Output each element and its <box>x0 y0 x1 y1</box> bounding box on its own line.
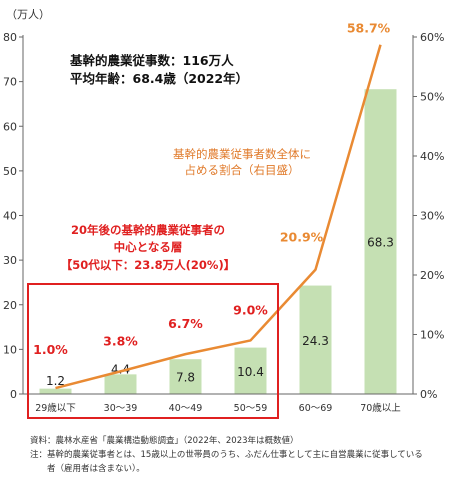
ratio-line <box>55 44 382 390</box>
ratio-value-label: 1.0% <box>33 342 68 357</box>
ratio-note-line2: 占める割合（右目盛） <box>184 163 300 177</box>
y-tick-label-left: 30 <box>3 254 17 267</box>
x-tick-label: 70歳以上 <box>360 402 401 414</box>
highlight-box <box>27 283 279 419</box>
x-tick-label: 40～49 <box>169 403 203 414</box>
y-axis-unit-label: （万人） <box>6 8 50 21</box>
y-tick-label-right: 10% <box>420 329 444 342</box>
info-total-workers: 基幹的農業従事数：116万人 <box>70 53 234 68</box>
y-tick-label-left: 20 <box>3 299 17 312</box>
chart: （万人） 0 10 20 30 40 50 60 70 80 0% 10% 20% 30% 40% 50% 60… <box>3 8 444 419</box>
core-layer-note-line2: 中心となる層 <box>113 240 183 254</box>
y-tick-label-right: 60% <box>420 31 444 44</box>
bar-value-label: 10.4 <box>237 365 264 379</box>
y-tick-label-right: 30% <box>420 210 444 223</box>
bar-value-label: 68.3 <box>367 236 394 250</box>
y-tick-label-right: 50% <box>420 91 444 104</box>
footnote-definition-cont: 者（雇用者は含まない）。 <box>30 464 145 474</box>
bar-value-label: 1.2 <box>46 374 65 388</box>
y-tick-label-left: 10 <box>3 343 17 356</box>
core-layer-note-line3: 【50代以下：23.8万人(20%)】 <box>60 258 236 272</box>
y-tick-label-left: 50 <box>3 165 17 178</box>
y-tick-label-right: 20% <box>420 269 444 282</box>
y-tick-label-right: 0% <box>420 388 437 401</box>
bar-value-label: 24.3 <box>302 334 329 348</box>
ratio-value-label: 20.9% <box>280 230 324 245</box>
bar <box>364 89 397 395</box>
ratio-value-label: 6.7% <box>168 316 203 331</box>
bar <box>169 359 202 394</box>
ratio-value-label: 9.0% <box>233 302 268 317</box>
y-tick-label-left: 40 <box>3 210 17 223</box>
x-tick-label: 30～39 <box>104 403 138 414</box>
footnote-source: 資料：農林水産省「農業構造動態調査」（2022年、2023年は概数値） <box>30 436 299 446</box>
ratio-value-label: 58.7% <box>347 21 391 36</box>
x-tick-label: 29歳以下 <box>35 402 76 414</box>
ratio-note-line1: 基幹的農業従事者数全体に <box>173 147 311 161</box>
y-tick-label-right: 40% <box>420 150 444 163</box>
y-tick-label-left: 60 <box>3 120 17 133</box>
bar <box>39 388 72 394</box>
bar <box>299 285 332 394</box>
y-tick-label-left: 0 <box>10 388 17 401</box>
bar <box>104 374 137 394</box>
bar <box>234 347 267 394</box>
info-average-age: 平均年齢：68.4歳（2022年） <box>70 71 249 86</box>
footnote-definition: 注：基幹的農業従事者とは、15歳以上の世帯員のうち、ふだん仕事として主に自営農業… <box>30 450 423 460</box>
y-tick-label-left: 70 <box>3 76 17 89</box>
core-layer-note-line1: 20年後の基幹的農業従事者の <box>70 223 225 237</box>
y-tick-label-left: 80 <box>3 31 17 44</box>
bar-value-label: 7.8 <box>176 371 195 385</box>
x-tick-label: 60～69 <box>299 403 333 414</box>
x-tick-label: 50～59 <box>234 403 268 414</box>
ratio-value-label: 3.8% <box>103 333 138 348</box>
